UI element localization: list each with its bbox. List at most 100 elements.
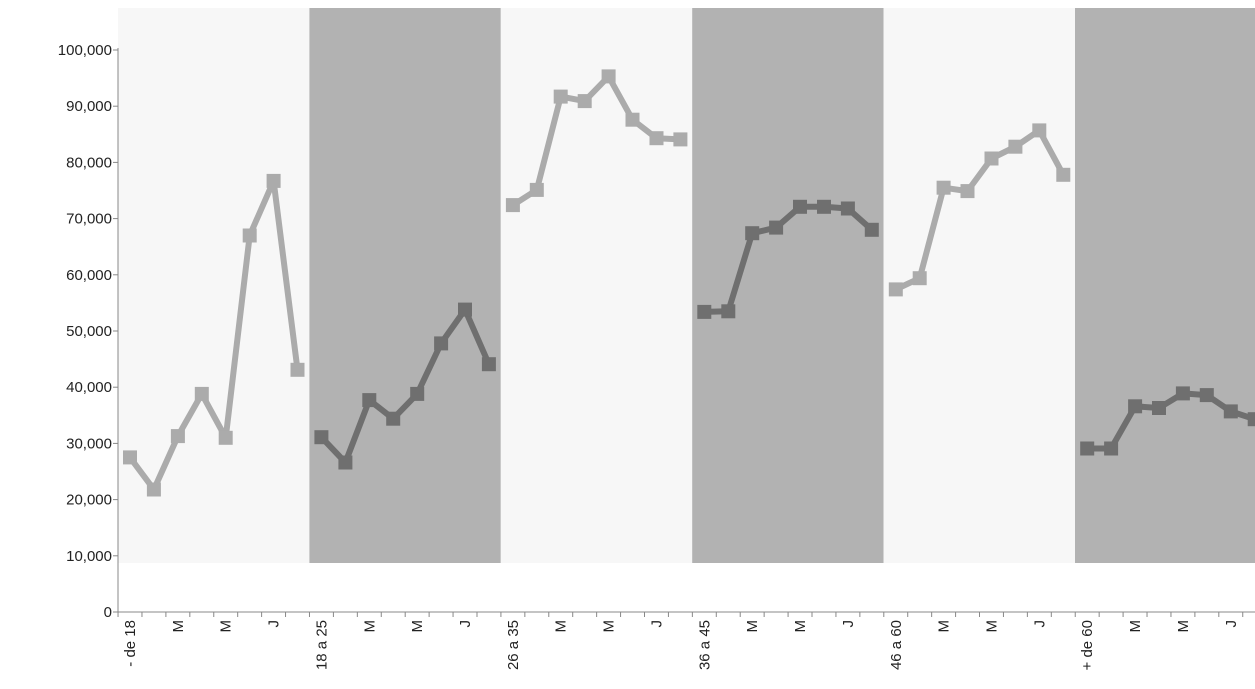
x-tick-label: J (840, 620, 857, 628)
series-5 (888, 123, 1071, 297)
data-point (769, 220, 784, 235)
data-point (338, 455, 353, 470)
y-tick-label: 0 (104, 604, 112, 621)
x-tick-label: M (983, 620, 1000, 633)
data-point (936, 180, 951, 195)
band-6 (1075, 8, 1255, 563)
x-tick-label: J (1031, 620, 1048, 628)
data-point (817, 199, 831, 214)
data-point (888, 282, 903, 297)
data-point (123, 450, 137, 465)
series-2 (314, 302, 496, 470)
data-point (458, 302, 472, 317)
y-tick-label: 100,000 (58, 42, 112, 59)
x-tick-label: 18 a 25 (313, 620, 330, 670)
y-tick-label: 20,000 (66, 492, 112, 509)
data-point (314, 430, 329, 445)
series-4 (697, 199, 879, 319)
data-point (529, 182, 544, 197)
data-point (1080, 441, 1095, 456)
y-tick-label: 80,000 (66, 154, 112, 171)
data-point (434, 336, 449, 351)
y-tick-label: 10,000 (66, 548, 112, 565)
x-tick-label: M (1175, 620, 1192, 633)
x-tick-label: M (409, 620, 426, 633)
data-point (864, 222, 879, 237)
data-point (1056, 167, 1071, 182)
y-tick-label: 40,000 (66, 379, 112, 396)
x-tick-label: M (170, 620, 187, 633)
band-4 (692, 8, 884, 563)
data-point (625, 112, 640, 127)
data-point (290, 362, 305, 377)
data-point (984, 151, 999, 166)
data-point (1199, 388, 1214, 403)
data-point (1104, 441, 1119, 456)
x-tick-label: 26 a 35 (505, 620, 522, 670)
data-point (410, 386, 425, 401)
x-tick-label: M (744, 620, 761, 633)
data-point (1008, 139, 1023, 154)
band-3 (500, 8, 693, 563)
background-bands (118, 8, 1255, 563)
data-point (266, 173, 281, 188)
x-tick-label: M (792, 620, 809, 633)
data-point (362, 393, 377, 408)
data-point (601, 69, 616, 84)
y-tick-label: 90,000 (66, 98, 112, 115)
band-1 (118, 8, 310, 563)
x-tick-label: M (1127, 620, 1144, 633)
y-axis-tick-labels: 0 10,000 20,000 30,000 40,000 50,000 60,000 70,… (58, 42, 112, 621)
data-point (553, 89, 568, 104)
y-tick-label: 30,000 (66, 435, 112, 452)
band-5 (883, 8, 1075, 563)
x-axis-tick-labels: - de 18 M M J 18 a 25 M M J 26 a 35 M M J 36 a 45 M M J… (122, 620, 1240, 670)
x-tick-label: 36 a 45 (696, 620, 713, 670)
series-line (127, 177, 301, 493)
data-point (1128, 399, 1143, 414)
series-lines (123, 69, 1255, 497)
x-tick-label: M (936, 620, 953, 633)
data-point (386, 411, 401, 426)
band-2 (309, 8, 501, 563)
data-point (697, 304, 712, 319)
data-point (170, 429, 185, 444)
data-point (960, 184, 975, 199)
data-point (577, 94, 592, 109)
data-point (194, 386, 209, 401)
data-point (1152, 401, 1166, 415)
data-point (218, 430, 233, 445)
x-tick-label: - de 18 (122, 620, 139, 667)
x-tick-label: M (553, 620, 570, 633)
y-tick-label: 60,000 (66, 267, 112, 284)
data-point (912, 271, 927, 286)
series-6 (1080, 386, 1255, 456)
data-point (146, 482, 161, 497)
data-point (840, 201, 855, 216)
y-tick-label: 70,000 (66, 211, 112, 228)
x-tick-label: M (361, 620, 378, 633)
data-point (1175, 386, 1190, 401)
data-point (481, 357, 496, 372)
data-point (1247, 412, 1255, 427)
data-point (793, 199, 807, 214)
x-tick-label: J (1223, 620, 1240, 628)
data-point (242, 228, 257, 243)
x-tick-label: + de 60 (1079, 620, 1096, 670)
data-point (721, 304, 736, 319)
axes (113, 48, 1255, 617)
data-point (505, 198, 520, 213)
data-point (1032, 123, 1047, 138)
series-1 (123, 173, 305, 497)
series-3 (505, 69, 688, 213)
x-tick-label: 46 a 60 (888, 620, 905, 670)
x-tick-label: M (218, 620, 235, 633)
x-tick-label: J (266, 620, 283, 628)
x-tick-label: J (648, 620, 665, 628)
data-point (673, 132, 688, 147)
y-tick-label: 50,000 (66, 323, 112, 340)
data-point (649, 131, 664, 146)
data-point (1223, 404, 1238, 419)
data-point (745, 226, 760, 241)
